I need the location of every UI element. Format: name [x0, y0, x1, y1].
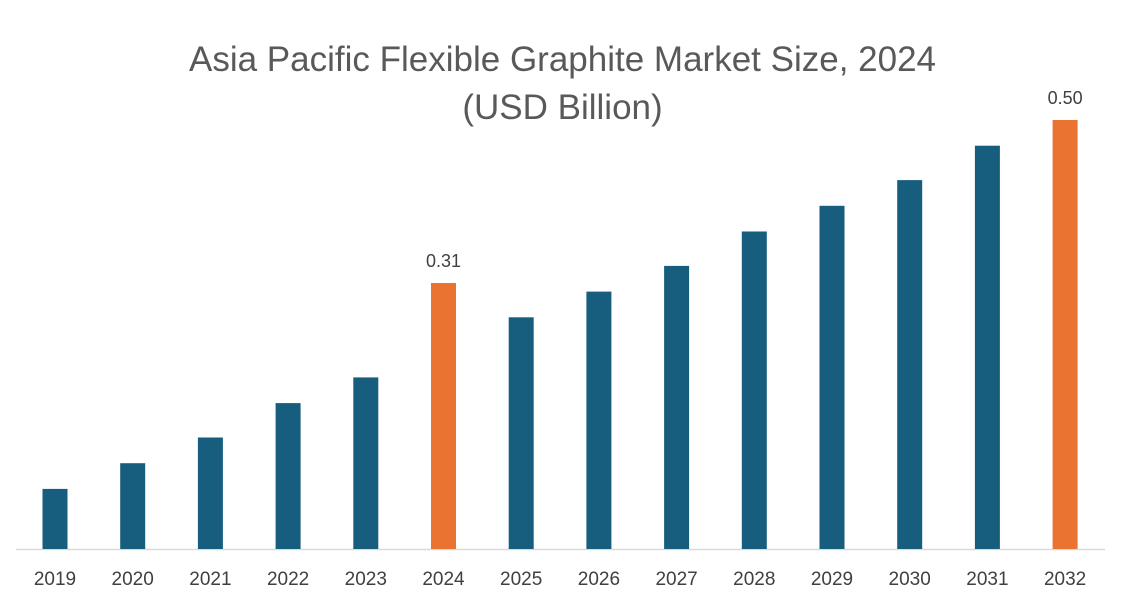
- x-tick-label-2029: 2029: [811, 569, 853, 590]
- bar-2032: [1052, 120, 1078, 549]
- x-tick-label-2024: 2024: [422, 569, 465, 590]
- bar-2023: [353, 377, 379, 549]
- bar-2027: [664, 265, 690, 549]
- bar-2021: [197, 437, 223, 549]
- x-tick-label-2021: 2021: [189, 569, 231, 590]
- x-tick-label-2019: 2019: [34, 569, 76, 590]
- chart-subtitle: (USD Billion): [462, 88, 663, 127]
- bar-2031: [974, 145, 1000, 549]
- data-label-2024: 0.31: [426, 251, 461, 271]
- bar-2024: [431, 283, 456, 549]
- bar-2025: [508, 317, 534, 549]
- x-tick-label-2031: 2031: [966, 569, 1008, 590]
- chart-title: Asia Pacific Flexible Graphite Market Si…: [189, 40, 936, 79]
- x-tick-label-2022: 2022: [267, 569, 309, 590]
- x-tick-label-2032: 2032: [1044, 569, 1086, 590]
- x-tick-label-2027: 2027: [655, 569, 697, 590]
- bar-2019: [42, 488, 68, 549]
- x-tick-label-2025: 2025: [500, 569, 542, 590]
- bar-2028: [741, 231, 767, 549]
- x-tick-label-2023: 2023: [345, 569, 387, 590]
- bar-2030: [897, 180, 923, 549]
- x-tick-label-2026: 2026: [578, 569, 620, 590]
- bar-2022: [275, 403, 301, 549]
- bar-2026: [586, 291, 612, 549]
- x-tick-label-2030: 2030: [889, 569, 931, 590]
- bar-2029: [819, 205, 845, 550]
- x-tick-label-2028: 2028: [733, 569, 775, 590]
- x-tick-label-2020: 2020: [112, 569, 154, 590]
- data-label-2032: 0.50: [1048, 88, 1083, 108]
- bar-2020: [120, 463, 146, 549]
